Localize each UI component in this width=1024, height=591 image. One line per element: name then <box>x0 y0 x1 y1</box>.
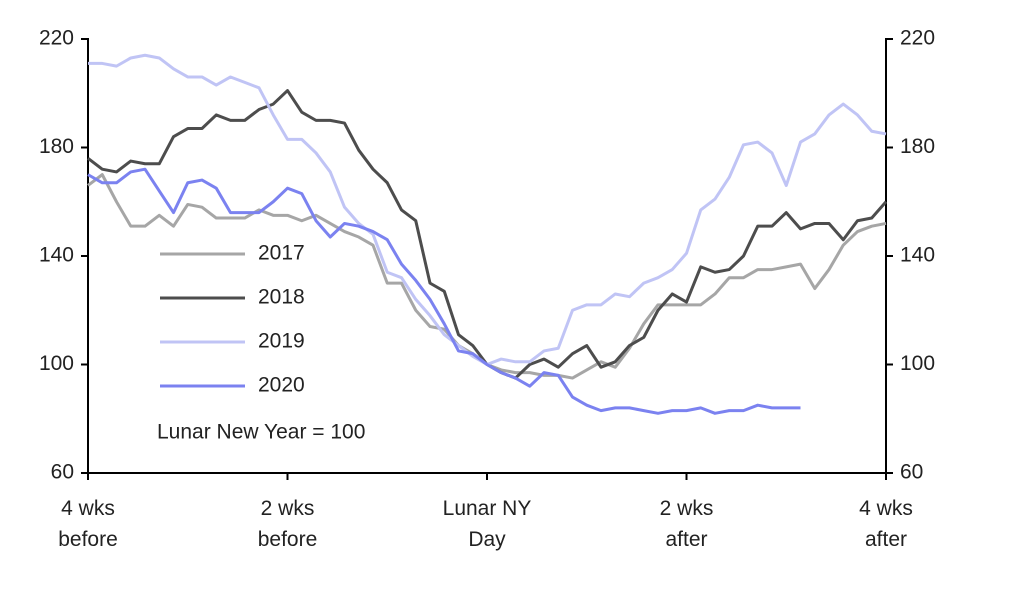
legend-label: 2018 <box>258 286 305 309</box>
y2-tick-label: 140 <box>900 244 935 267</box>
y-tick-label: 180 <box>39 135 74 158</box>
x-tick-label: 2 wks after <box>659 497 714 551</box>
y-tick-label: 100 <box>39 352 74 375</box>
y2-tick-label: 60 <box>900 461 923 484</box>
legend-label: 2017 <box>258 242 305 265</box>
x-tick-label: 4 wks after <box>859 497 913 551</box>
legend-label: 2019 <box>258 330 305 353</box>
series-line <box>87 89 888 380</box>
y-tick-label: 140 <box>39 244 74 267</box>
x-tick-label: Lunar NY Day <box>442 497 532 551</box>
series-line <box>87 173 887 380</box>
y2-tick-label: 180 <box>900 135 935 158</box>
y-tick-label: 220 <box>39 27 74 50</box>
legend-label: 2020 <box>258 374 305 397</box>
series-line <box>87 167 801 415</box>
x-tick-label: 2 wks before <box>257 497 318 551</box>
y-tick-label: 60 <box>51 461 74 484</box>
y2-tick-label: 100 <box>900 352 935 375</box>
annotation: Lunar New Year = 100 <box>157 421 365 444</box>
y2-tick-label: 220 <box>900 27 935 50</box>
x-tick-label: 4 wks before <box>58 497 118 551</box>
